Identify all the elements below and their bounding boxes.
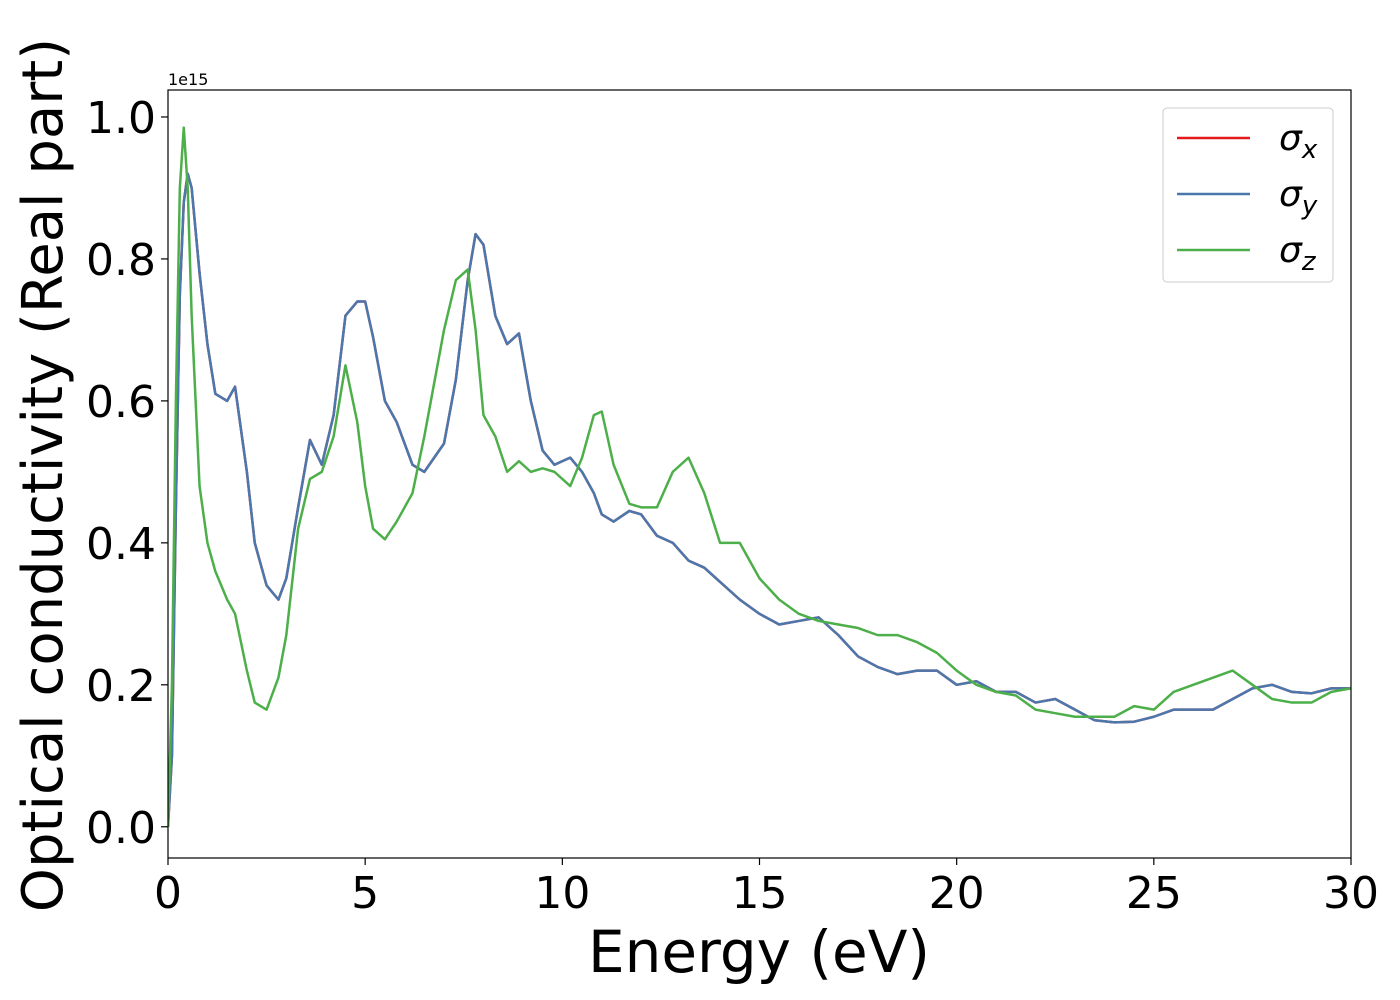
x-tick-label: 10 — [534, 868, 590, 919]
x-tick-label: 0 — [154, 868, 182, 919]
y-tick-label: 0.2 — [86, 661, 156, 712]
plot-frame — [167, 89, 1352, 859]
x-tick-label: 20 — [929, 868, 985, 919]
x-tick-label: 15 — [732, 868, 788, 919]
data-line — [168, 126, 1351, 827]
x-tick-label: 25 — [1126, 868, 1182, 919]
data-line — [168, 172, 1351, 827]
legend-label: σx — [1279, 118, 1318, 165]
x-axis-label: Energy (eV) — [588, 918, 930, 986]
y-tick-label: 0.0 — [86, 803, 156, 854]
y-axis-label: Optical conductivity (Real part) — [11, 38, 76, 912]
y-tick-label: 0.4 — [86, 519, 156, 570]
legend-label: σz — [1279, 230, 1317, 277]
x-tick-label: 30 — [1323, 868, 1379, 919]
x-tick-label: 5 — [351, 868, 379, 919]
legend-label: σy — [1279, 174, 1318, 221]
y-tick-label: 0.8 — [86, 235, 156, 286]
y-tick-label: 0.6 — [86, 377, 156, 428]
offset-text: 1e15 — [168, 70, 208, 89]
y-tick-label: 1.0 — [86, 93, 156, 144]
